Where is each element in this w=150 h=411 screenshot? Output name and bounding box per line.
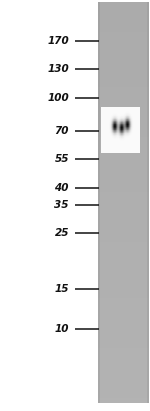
Text: 170: 170 <box>47 36 69 46</box>
Bar <box>98 137 149 142</box>
Bar <box>98 212 149 217</box>
Text: 130: 130 <box>47 64 69 74</box>
Bar <box>98 357 149 363</box>
Bar <box>98 167 149 172</box>
Bar <box>98 372 149 378</box>
Bar <box>98 292 149 298</box>
Bar <box>98 282 149 288</box>
Bar <box>98 317 149 323</box>
Bar <box>98 107 149 112</box>
Text: 15: 15 <box>54 284 69 293</box>
Bar <box>98 377 149 383</box>
Bar <box>98 387 149 393</box>
Bar <box>98 112 149 117</box>
Bar <box>98 307 149 313</box>
Bar <box>98 52 149 57</box>
Bar <box>98 347 149 353</box>
Bar <box>98 222 149 227</box>
Bar <box>98 2 149 7</box>
Bar <box>98 267 149 272</box>
Bar <box>98 187 149 192</box>
Bar <box>98 2 100 403</box>
Bar <box>98 102 149 107</box>
Bar <box>98 157 149 162</box>
Bar <box>98 197 149 203</box>
Bar <box>98 302 149 307</box>
Bar <box>98 262 149 268</box>
Bar <box>98 177 149 182</box>
Bar <box>98 2 149 403</box>
Bar <box>98 277 149 283</box>
Bar <box>98 32 149 37</box>
Bar <box>98 82 149 87</box>
Bar <box>98 247 149 252</box>
Bar <box>98 342 149 348</box>
Bar <box>98 367 149 373</box>
Bar <box>98 22 149 27</box>
Text: 100: 100 <box>47 93 69 103</box>
Bar <box>98 257 149 263</box>
Bar <box>98 202 149 208</box>
Text: 25: 25 <box>54 229 69 238</box>
Bar <box>98 17 149 22</box>
Bar <box>98 182 149 187</box>
Bar <box>98 62 149 67</box>
Bar <box>98 57 149 62</box>
Bar <box>98 322 149 328</box>
Bar <box>98 297 149 302</box>
Bar <box>98 92 149 97</box>
Bar <box>98 142 149 147</box>
Bar <box>98 287 149 293</box>
Bar <box>147 2 149 403</box>
Text: 10: 10 <box>54 324 69 334</box>
Bar <box>98 97 149 102</box>
Bar <box>98 207 149 212</box>
Text: 40: 40 <box>54 183 69 193</box>
Bar <box>98 237 149 242</box>
Text: 55: 55 <box>54 154 69 164</box>
Text: 35: 35 <box>54 200 69 210</box>
Bar <box>98 397 149 403</box>
Bar <box>98 122 149 127</box>
Bar <box>98 147 149 152</box>
Bar <box>98 393 149 398</box>
Bar <box>98 27 149 32</box>
Bar <box>98 72 149 77</box>
Bar <box>98 217 149 222</box>
Bar <box>98 227 149 233</box>
Bar <box>98 127 149 132</box>
Bar <box>98 47 149 52</box>
Bar <box>98 232 149 238</box>
Bar <box>98 312 149 318</box>
Bar <box>98 192 149 197</box>
Bar <box>98 77 149 82</box>
Bar <box>98 327 149 332</box>
Bar <box>98 337 149 343</box>
Bar <box>98 172 149 178</box>
Bar <box>98 332 149 338</box>
Bar <box>98 352 149 358</box>
Bar <box>98 382 149 388</box>
Bar <box>98 37 149 42</box>
Bar <box>98 252 149 258</box>
Bar <box>98 363 149 368</box>
Bar <box>98 132 149 137</box>
Bar <box>98 67 149 72</box>
Bar <box>98 162 149 167</box>
Text: 70: 70 <box>54 126 69 136</box>
Bar <box>98 117 149 122</box>
Bar <box>98 272 149 277</box>
Bar <box>98 87 149 92</box>
Bar <box>98 12 149 17</box>
Bar <box>98 42 149 47</box>
Bar <box>98 7 149 12</box>
Bar <box>98 242 149 247</box>
Bar <box>98 152 149 157</box>
